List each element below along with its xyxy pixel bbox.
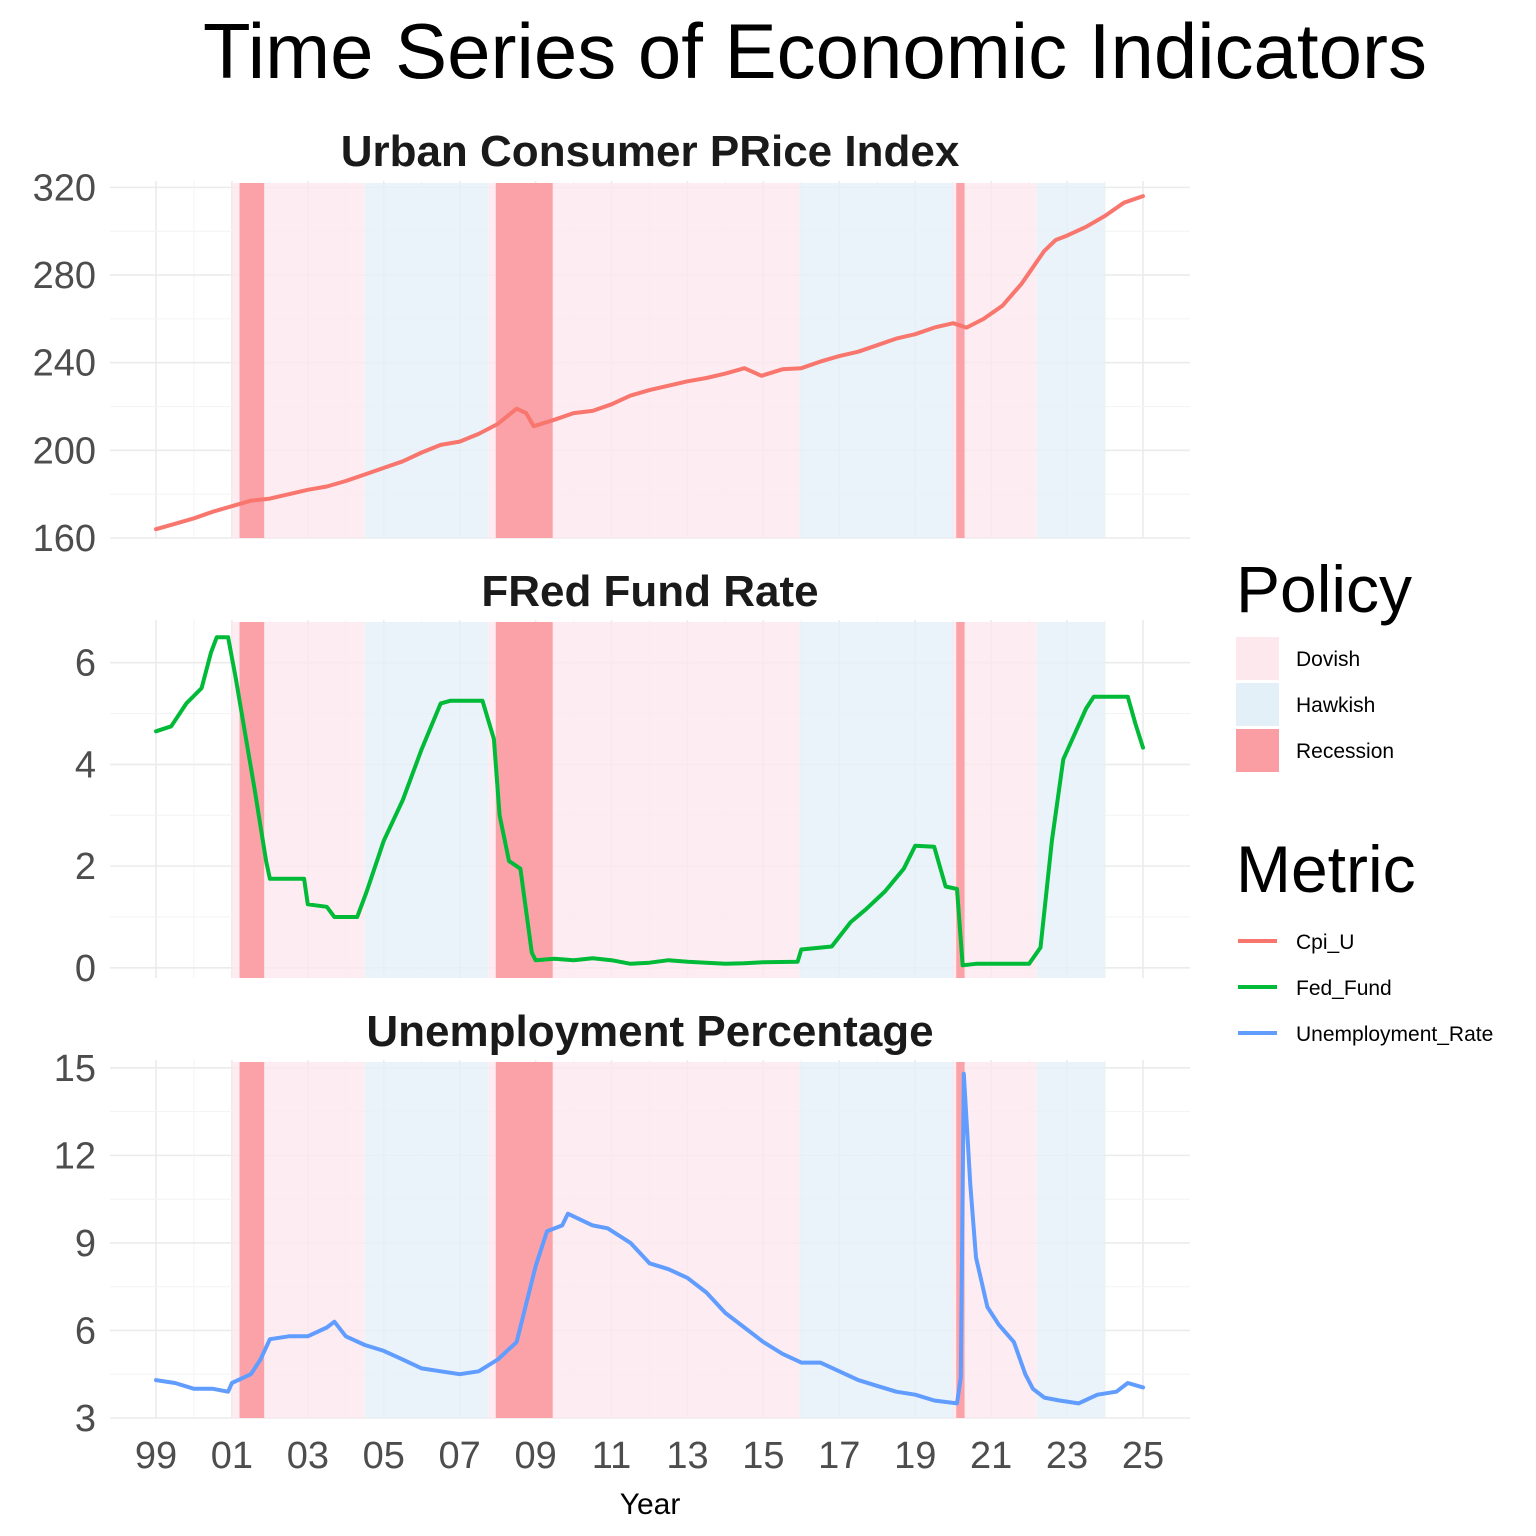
x-tick-label: 21 xyxy=(970,1435,1012,1477)
y-tick-label: 6 xyxy=(75,643,96,685)
y-tick-label: 9 xyxy=(75,1223,96,1265)
policy-region-hawkish xyxy=(1036,622,1106,978)
legend-label: Cpi_U xyxy=(1296,931,1354,954)
x-tick-label: 23 xyxy=(1046,1435,1088,1477)
unemployment-panel: Unemployment Percentage 3 6 9 12 15 xyxy=(54,1007,1190,1440)
x-tick-label: 17 xyxy=(818,1435,860,1477)
legend: Policy Dovish Hawkish Recession Metric Cpi… xyxy=(1236,552,1493,1046)
metric-legend-items: Cpi_U Fed_Fund Unemployment_Rate xyxy=(1238,931,1493,1046)
y-tick-label: 4 xyxy=(75,744,96,786)
unemployment-panel-title: Unemployment Percentage xyxy=(366,1007,933,1056)
policy-region-hawkish xyxy=(364,1062,489,1418)
x-tick-label: 13 xyxy=(666,1435,708,1477)
y-tick-label: 15 xyxy=(54,1048,96,1090)
y-tick-label: 12 xyxy=(54,1135,96,1177)
legend-label: Recession xyxy=(1296,740,1394,763)
recession-band xyxy=(239,183,265,538)
x-tick-label: 11 xyxy=(592,1435,631,1477)
policy-region-hawkish xyxy=(364,183,489,538)
policy-legend-items: Dovish Hawkish Recession xyxy=(1236,637,1394,772)
x-tick-label: 09 xyxy=(514,1435,556,1477)
x-axis-title: Year xyxy=(620,1488,681,1521)
x-axis: 99 01 03 05 07 09 11 13 15 17 19 21 23 25 xyxy=(135,1435,1164,1477)
x-tick-label: 07 xyxy=(439,1435,481,1477)
policy-legend-title: Policy xyxy=(1236,552,1412,626)
cpi-panel: Urban Consumer PRice Index 160 200 240 280 3… xyxy=(33,127,1190,560)
y-tick-label: 160 xyxy=(33,518,96,560)
series-line-unemployment-rate xyxy=(154,1071,1145,1406)
metric-legend-title: Metric xyxy=(1236,832,1416,906)
legend-key-dovish xyxy=(1236,637,1279,680)
policy-region-hawkish xyxy=(1036,183,1106,538)
x-tick-label: 19 xyxy=(894,1435,936,1477)
y-tick-label: 0 xyxy=(75,948,96,990)
x-tick-label: 03 xyxy=(287,1435,329,1477)
x-tick-label: 05 xyxy=(363,1435,405,1477)
grid xyxy=(110,620,1190,978)
recession-band xyxy=(956,183,965,538)
policy-region-hawkish xyxy=(364,622,489,978)
x-tick-label: 99 xyxy=(135,1435,177,1477)
legend-label: Hawkish xyxy=(1296,694,1375,717)
grid xyxy=(110,1060,1190,1419)
y-tick-label: 280 xyxy=(33,255,96,297)
x-tick-label: 25 xyxy=(1122,1435,1164,1477)
recession-band xyxy=(495,183,553,538)
policy-region-hawkish xyxy=(1036,1062,1106,1418)
policy-region-dovish xyxy=(953,183,1037,538)
legend-label: Fed_Fund xyxy=(1296,977,1392,1000)
fed-fund-panel-title: FRed Fund Rate xyxy=(481,567,818,616)
legend-key-hawkish xyxy=(1236,683,1279,726)
legend-label: Unemployment_Rate xyxy=(1296,1023,1493,1046)
recession-band xyxy=(239,622,265,978)
legend-label: Dovish xyxy=(1296,648,1360,671)
recession-band xyxy=(956,622,965,978)
policy-region-dovish xyxy=(953,622,1037,978)
x-tick-label: 15 xyxy=(742,1435,784,1477)
recession-band xyxy=(495,622,553,978)
y-tick-label: 240 xyxy=(33,343,96,385)
cpi-panel-title: Urban Consumer PRice Index xyxy=(341,127,960,176)
recession-band xyxy=(239,1062,265,1418)
legend-key-recession xyxy=(1236,729,1279,772)
series-line-cpi-u xyxy=(154,194,1145,532)
y-tick-label: 320 xyxy=(33,167,96,209)
y-tick-label: 6 xyxy=(75,1310,96,1352)
policy-region-hawkish xyxy=(799,622,954,978)
chart-title: Time Series of Economic Indicators xyxy=(203,7,1427,95)
y-tick-label: 2 xyxy=(75,846,96,888)
y-tick-label: 200 xyxy=(33,430,96,472)
x-tick-label: 01 xyxy=(211,1435,253,1477)
series-line-fed-fund xyxy=(154,635,1145,968)
policy-region-hawkish xyxy=(799,1062,954,1418)
grid xyxy=(110,181,1190,539)
y-tick-label: 3 xyxy=(75,1398,96,1440)
fed-fund-panel: FRed Fund Rate 0 2 4 6 xyxy=(75,567,1190,990)
